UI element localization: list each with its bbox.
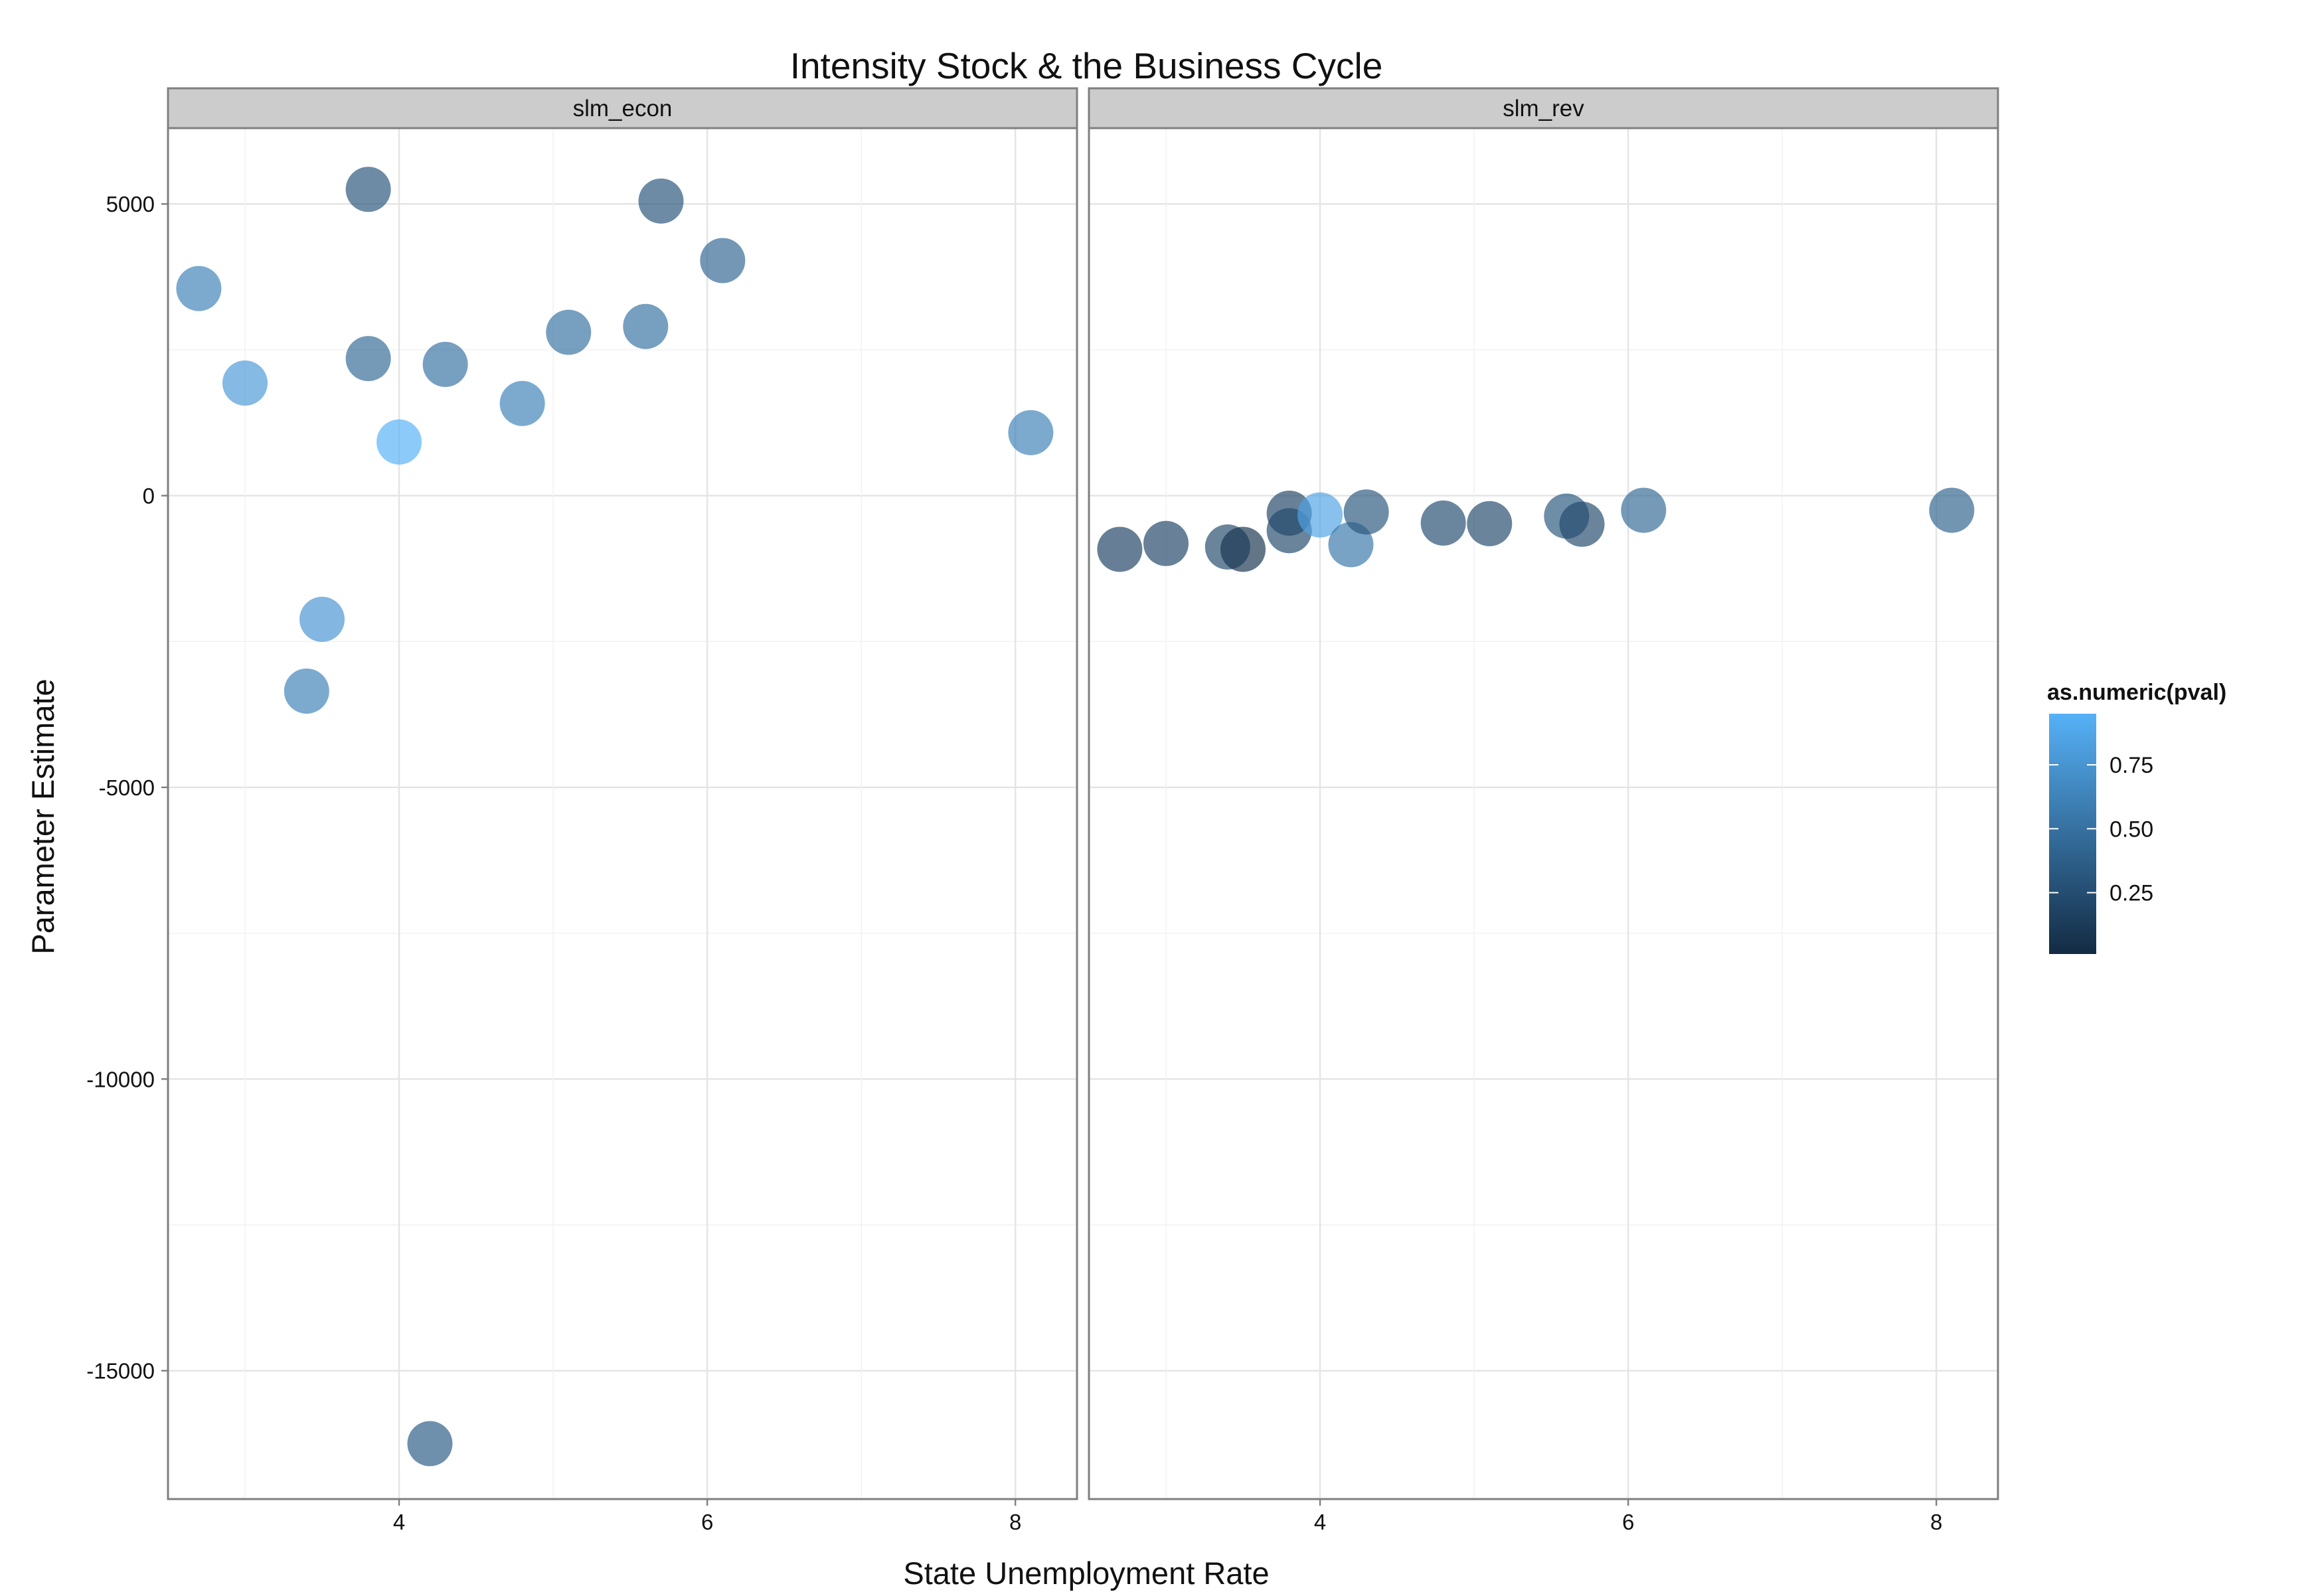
y-tick-label: -5000 (99, 775, 155, 800)
plot-background (168, 128, 1077, 1499)
panel-slm_econ: slm_econ 4 6 8 5000 0 -5000 -10000 -15000 (86, 87, 1078, 1534)
data-point (1297, 492, 1343, 538)
data-point (1097, 526, 1143, 572)
chart-title: Intensity Stock & the Business Cycle (790, 45, 1383, 86)
data-point (345, 336, 391, 382)
data-point (345, 167, 391, 212)
x-tick-label: 8 (1930, 1510, 1942, 1534)
data-point (700, 238, 746, 283)
data-point (422, 341, 468, 387)
data-point (1420, 500, 1466, 546)
x-tick-label: 6 (701, 1510, 713, 1534)
plot-background (1089, 128, 1998, 1499)
data-point (546, 309, 592, 355)
data-point (1143, 520, 1189, 566)
data-point (1467, 501, 1513, 546)
points (176, 167, 1054, 1467)
facet-strip-label: slm_rev (1503, 96, 1584, 121)
x-axis-title: State Unemployment Rate (903, 1556, 1269, 1591)
y-tick-label: 0 (143, 484, 155, 509)
y-tick-label: 5000 (106, 192, 155, 216)
y-axis-title: Parameter Estimate (25, 678, 60, 954)
facet-strip (1088, 87, 1999, 129)
panel-border (167, 127, 1078, 1500)
facet-strip (167, 87, 1078, 129)
x-tick-label: 4 (1314, 1510, 1326, 1534)
x-tick-label: 4 (393, 1510, 405, 1534)
facet-strip-label: slm_econ (573, 96, 673, 121)
data-point (376, 419, 422, 465)
data-point (638, 178, 684, 224)
legend-tick-label: 0.25 (2110, 881, 2153, 906)
data-point (499, 380, 545, 426)
data-point (407, 1421, 453, 1467)
legend-tick-label: 0.75 (2110, 753, 2153, 778)
y-tick-label: -15000 (86, 1359, 155, 1384)
data-point (1621, 487, 1667, 533)
data-point (222, 360, 268, 406)
panel-border (1088, 127, 1999, 1500)
grid-lines (1089, 128, 1998, 1499)
color-legend: as.numeric(pval) 0.25 0.50 0.75 (2047, 680, 2226, 954)
legend-colorbar (2049, 714, 2096, 954)
x-tick-label: 8 (1009, 1510, 1021, 1534)
data-point (284, 668, 329, 714)
y-tick-label: -10000 (86, 1067, 155, 1091)
data-point (1343, 489, 1389, 535)
points (1097, 487, 1975, 572)
legend-title: as.numeric(pval) (2047, 680, 2226, 705)
panel-slm_rev: slm_rev 4 6 8 (1088, 87, 1999, 1534)
data-point (623, 303, 669, 349)
x-tick-label: 6 (1622, 1510, 1634, 1534)
data-point (1559, 501, 1605, 547)
data-point (176, 266, 222, 311)
data-point (1220, 526, 1266, 572)
panels: slm_econ 4 6 8 5000 0 -5000 -10000 -15000 slm_rev… (86, 87, 1999, 1534)
legend-tick-label: 0.50 (2110, 817, 2153, 842)
data-point (299, 596, 345, 642)
grid-lines (168, 128, 1077, 1499)
data-point (1008, 410, 1054, 455)
data-point (1929, 487, 1975, 533)
